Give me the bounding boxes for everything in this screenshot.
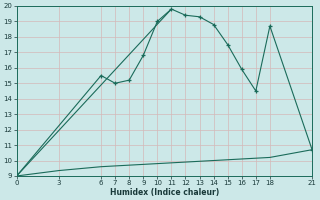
X-axis label: Humidex (Indice chaleur): Humidex (Indice chaleur) xyxy=(110,188,219,197)
